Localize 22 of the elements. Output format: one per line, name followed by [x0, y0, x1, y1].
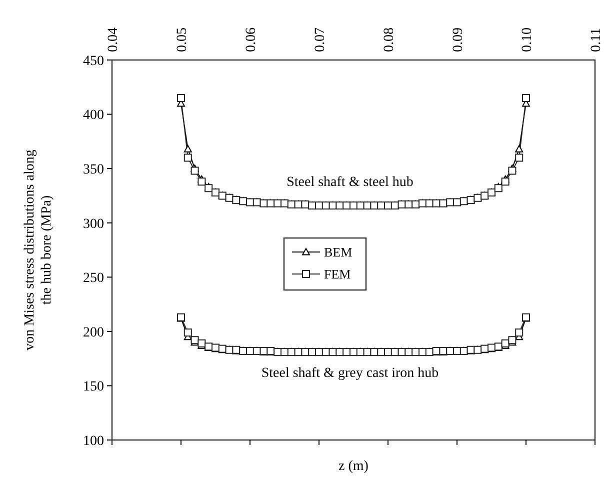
x-tick-label: 0.11 — [588, 28, 604, 52]
y-tick-label: 100 — [83, 434, 104, 449]
legend-label: FEM — [324, 266, 352, 282]
x-tick-label: 0.09 — [450, 28, 466, 52]
y-tick-label: 300 — [83, 216, 104, 232]
x-tick-label: 0.06 — [244, 28, 259, 52]
x-tick-label: 0.07 — [312, 28, 328, 52]
legend-label: BEM — [324, 244, 353, 260]
x-tick-label: 0.08 — [382, 28, 397, 52]
y-tick-label: 150 — [83, 380, 104, 395]
annotation: Steel shaft & steel hub — [286, 175, 414, 190]
y-tick-label: 200 — [83, 325, 104, 340]
x-tick-label: 0.04 — [106, 28, 121, 52]
x-tick-label: 0.10 — [520, 28, 535, 52]
y-axis-title: von Mises stress distributions along the hub bore (MPa) — [22, 150, 54, 350]
y-tick-label: 400 — [83, 108, 104, 124]
x-axis-title: z (m) — [338, 459, 369, 474]
x-tick-label: 0.05 — [174, 28, 190, 52]
annotation: Steel shaft & grey cast iron hub — [261, 366, 439, 381]
y-tick-label: 350 — [83, 162, 104, 178]
y-tick-label: 450 — [83, 54, 104, 69]
y-tick-label: 250 — [83, 271, 104, 286]
